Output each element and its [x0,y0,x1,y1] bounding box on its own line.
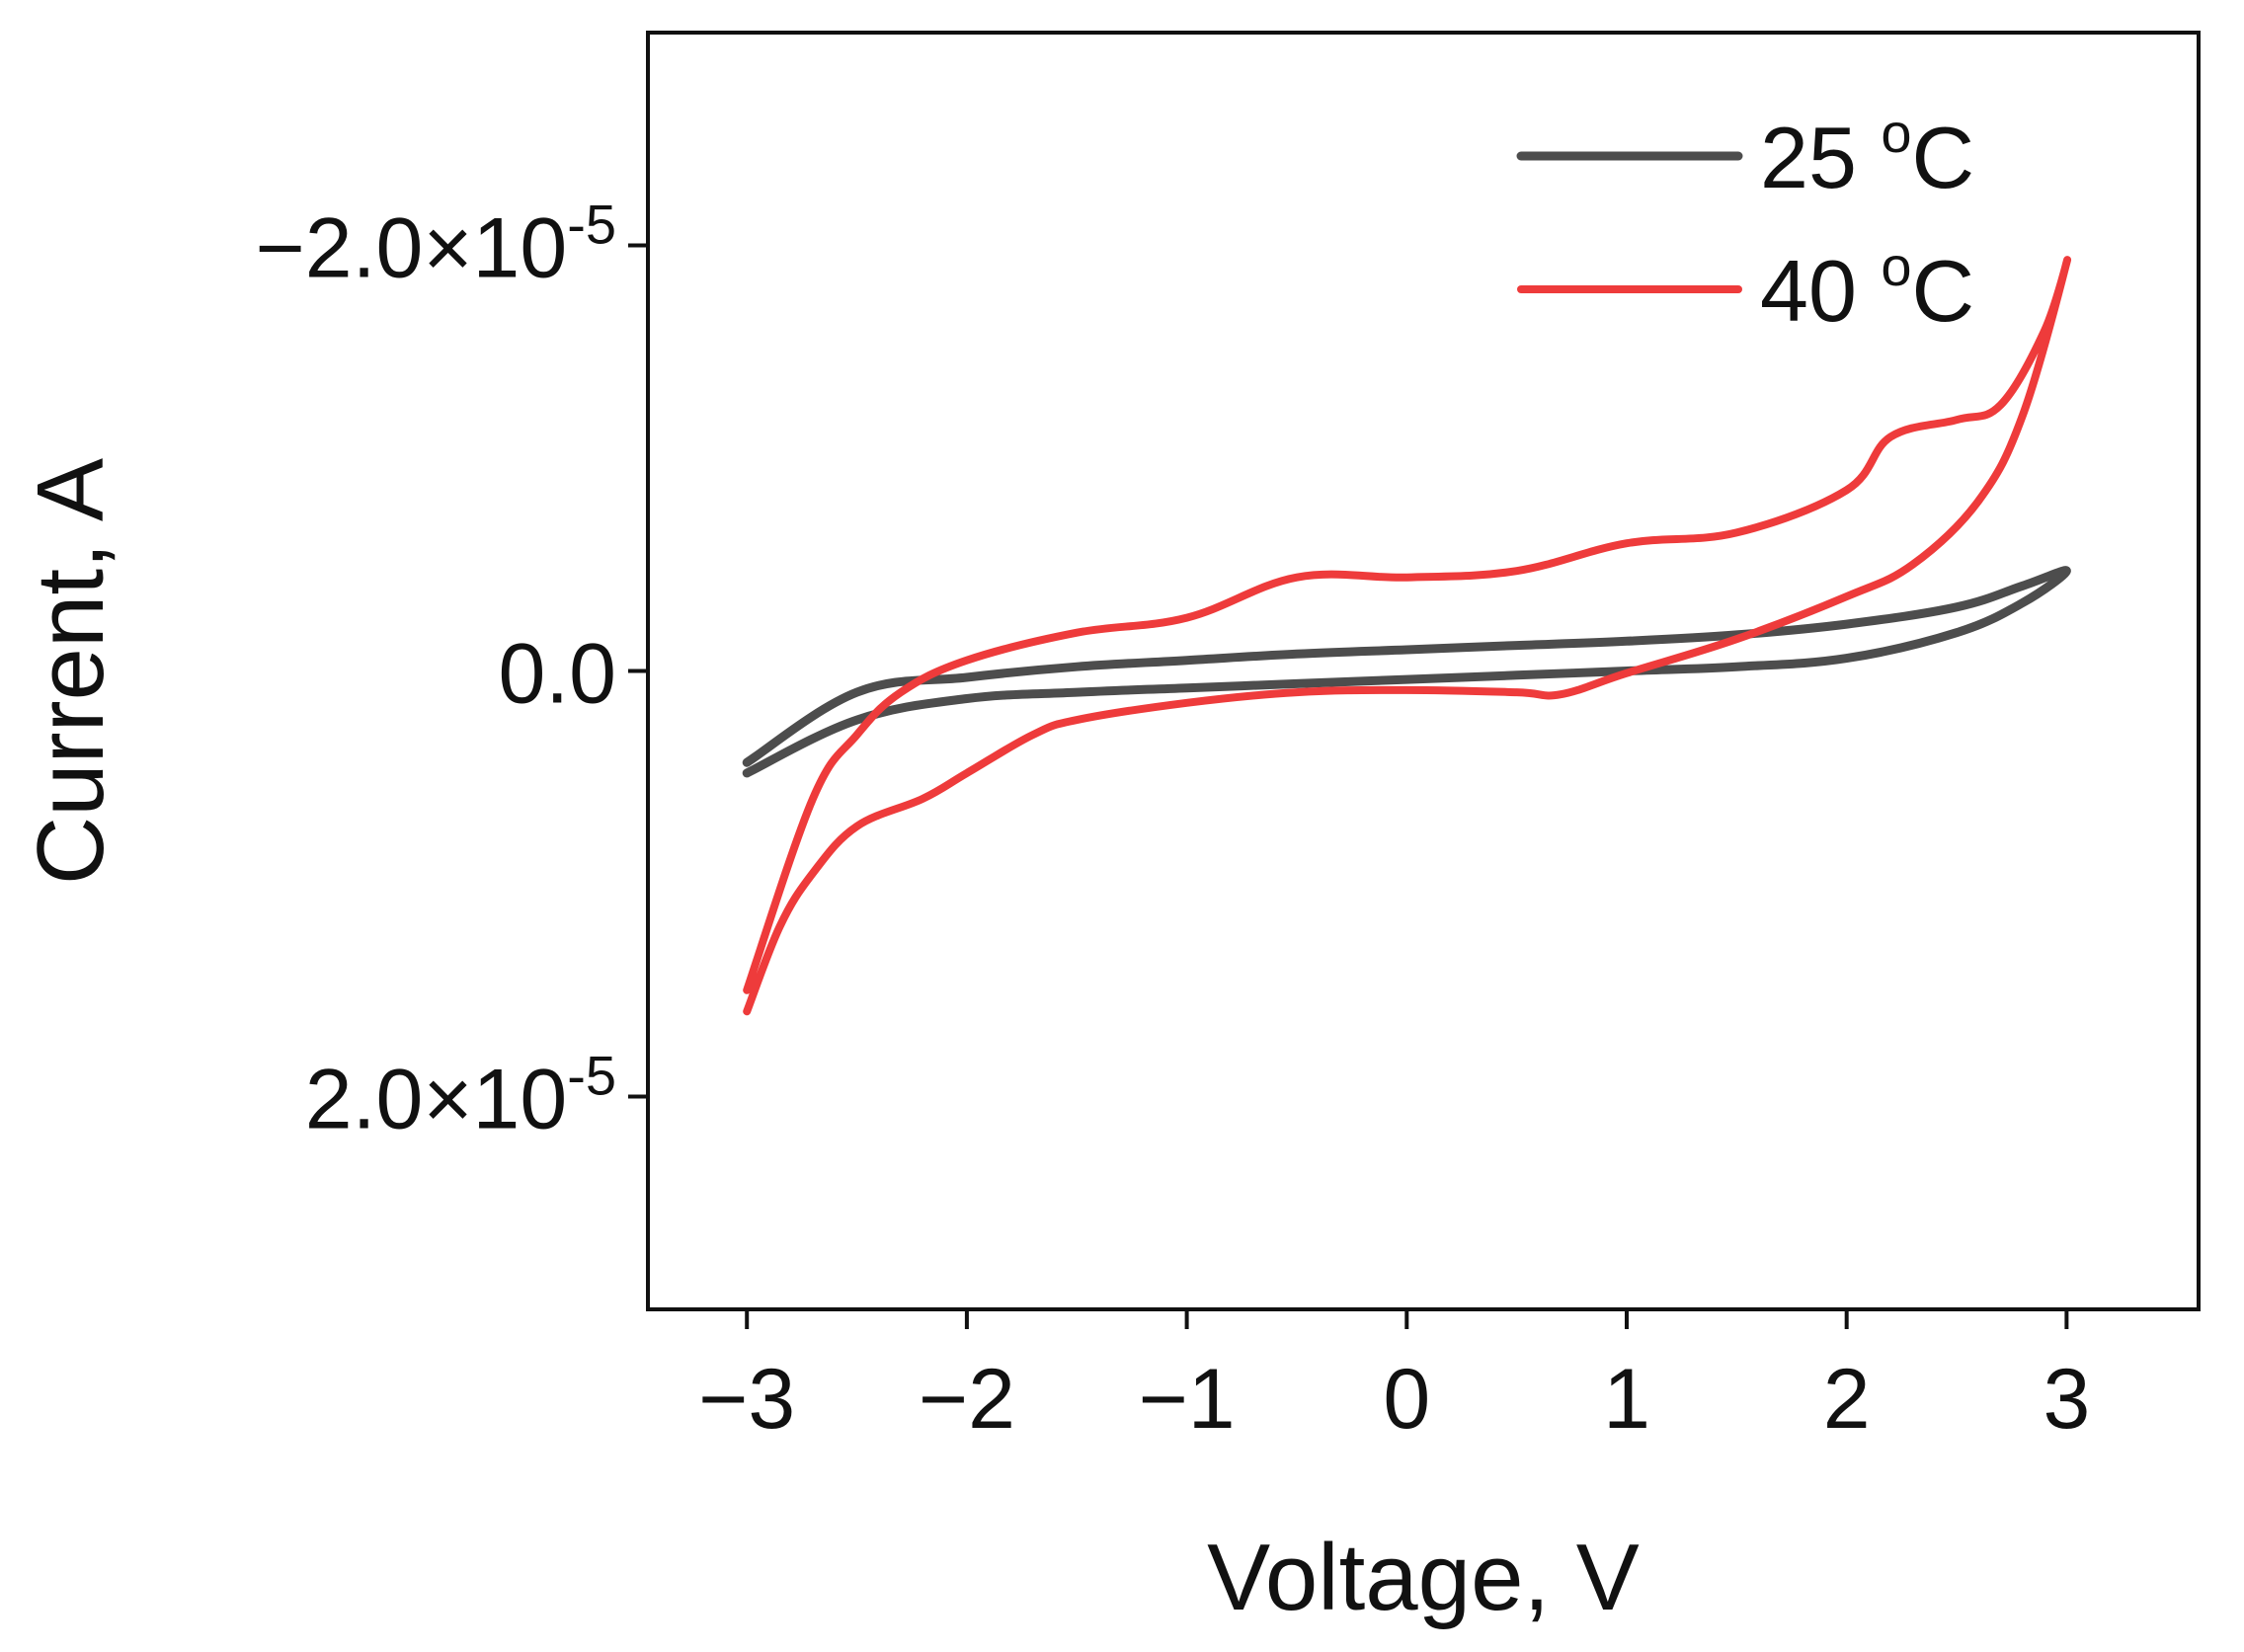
y-axis-title: Current, A [18,458,123,885]
y-tick-mantissa: −2.0×10 [256,201,568,296]
legend-value: 25 [1760,109,1881,206]
legend-label-25c: 25 oC [1760,102,1974,206]
legend-label-40c: 40 oC [1760,235,1974,340]
y-axis: −2.0×10-50.02.0×10-5 [256,194,648,1147]
legend-unit: C [1912,242,1975,340]
y-tick-mantissa: 2.0×10 [305,1053,567,1147]
x-tick-label: 1 [1603,1352,1650,1447]
series-layer [742,256,2072,1016]
y-tick-label: 0.0 [498,627,616,722]
y-tick-exponent: -5 [567,194,616,256]
x-tick-label: 2 [1823,1352,1871,1447]
x-tick-label: 0 [1383,1352,1430,1447]
series-line-25c [742,566,2071,778]
legend-value: 40 [1760,242,1881,340]
y-tick-label: −2.0×10-5 [256,194,616,296]
legend-degree: o [1881,102,1911,164]
y-tick-mantissa: 0.0 [498,627,616,722]
x-axis: −3 −2 −1 0 1 2 3 [698,1309,2090,1447]
x-tick-label: −3 [698,1352,795,1447]
x-tick-label: 3 [2043,1352,2090,1447]
y-tick-label: 2.0×10-5 [305,1045,616,1147]
y-tick-exponent: -5 [567,1045,616,1107]
legend-degree: o [1881,235,1911,297]
x-tick-label: −2 [919,1352,1015,1447]
x-axis-title: Voltage, V [1207,1525,1640,1630]
series-line-40c [743,256,2072,1016]
legend-unit: C [1912,109,1975,206]
x-tick-label: −1 [1139,1352,1236,1447]
